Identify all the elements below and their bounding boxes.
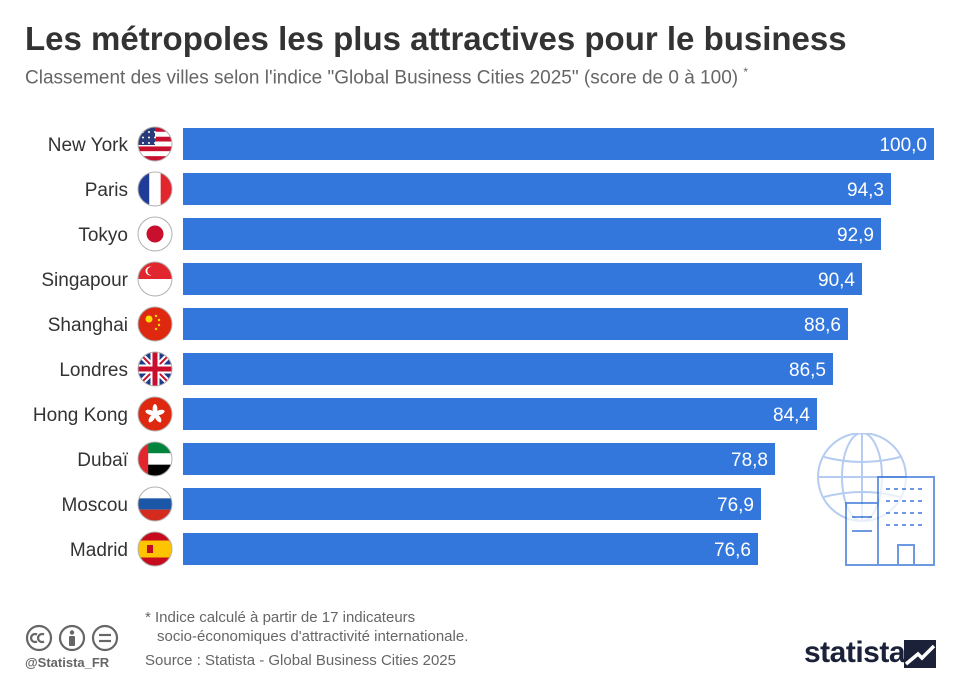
flag-france-icon: [137, 171, 173, 207]
bar-londres: [183, 353, 833, 385]
twitter-handle: @Statista_FR: [25, 655, 110, 670]
bar-value-label: 76,9: [717, 495, 754, 516]
no-derivatives-icon: [91, 624, 119, 652]
bar-hong-kong: [183, 398, 817, 430]
attribution-icon: [58, 624, 86, 652]
category-label: Hong Kong: [33, 405, 128, 426]
footnote: * Indice calculé à partir de 17 indicate…: [145, 608, 468, 646]
bar-value-label: 78,8: [731, 450, 768, 471]
flag-usa-icon: [137, 126, 173, 162]
category-label: Madrid: [70, 540, 128, 561]
flag-singapore-icon: [137, 261, 173, 297]
bar-paris: [183, 173, 891, 205]
bar-duba-: [183, 443, 775, 475]
category-label: Singapour: [41, 270, 128, 291]
bar-value-label: 100,0: [879, 135, 927, 156]
bar-shanghai: [183, 308, 848, 340]
flag-russia-icon: [137, 486, 173, 522]
category-label: Shanghai: [48, 315, 128, 336]
flag-hong-kong-icon: [137, 396, 173, 432]
category-label: Londres: [59, 360, 128, 381]
category-label: Tokyo: [78, 225, 128, 246]
creative-commons-icons: [25, 624, 119, 652]
flag-uk-icon: [137, 351, 173, 387]
category-label: Paris: [85, 180, 128, 201]
flag-spain-icon: [137, 531, 173, 567]
chart-subtitle: Classement des villes selon l'indice "Gl…: [25, 65, 748, 89]
flag-china-icon: [137, 306, 173, 342]
bar-value-label: 88,6: [804, 315, 841, 336]
bar-value-label: 76,6: [714, 540, 751, 561]
category-label: Dubaï: [77, 450, 128, 471]
source-line: Source : Statista - Global Business Citi…: [145, 652, 456, 669]
bar-value-label: 84,4: [773, 405, 810, 426]
city-building-illustration-icon: [817, 433, 935, 566]
bar-tokyo: [183, 218, 881, 250]
statista-logo: statista: [804, 636, 906, 669]
bar-new-york: [183, 128, 934, 160]
cc-icon: [25, 624, 53, 652]
bar-value-label: 94,3: [847, 180, 884, 201]
flag-uae-icon: [137, 441, 173, 477]
bar-madrid: [183, 533, 758, 565]
footnote-line-2: socio-économiques d'attractivité interna…: [157, 628, 469, 645]
category-label: Moscou: [61, 495, 128, 516]
bar-value-label: 86,5: [789, 360, 826, 381]
subtitle-text: Classement des villes selon l'indice "Gl…: [25, 67, 739, 89]
bar-value-label: 92,9: [837, 225, 874, 246]
subtitle-footnote-marker: *: [743, 65, 749, 79]
chart-title: Les métropoles les plus attractives pour…: [25, 20, 847, 57]
flag-japan-icon: [137, 216, 173, 252]
category-label: New York: [48, 135, 129, 156]
statista-logo-icon: [904, 640, 936, 668]
bar-singapour: [183, 263, 862, 295]
bar-value-label: 90,4: [818, 270, 855, 291]
footnote-line-1: * Indice calculé à partir de 17 indicate…: [145, 609, 416, 626]
bar-moscou: [183, 488, 761, 520]
